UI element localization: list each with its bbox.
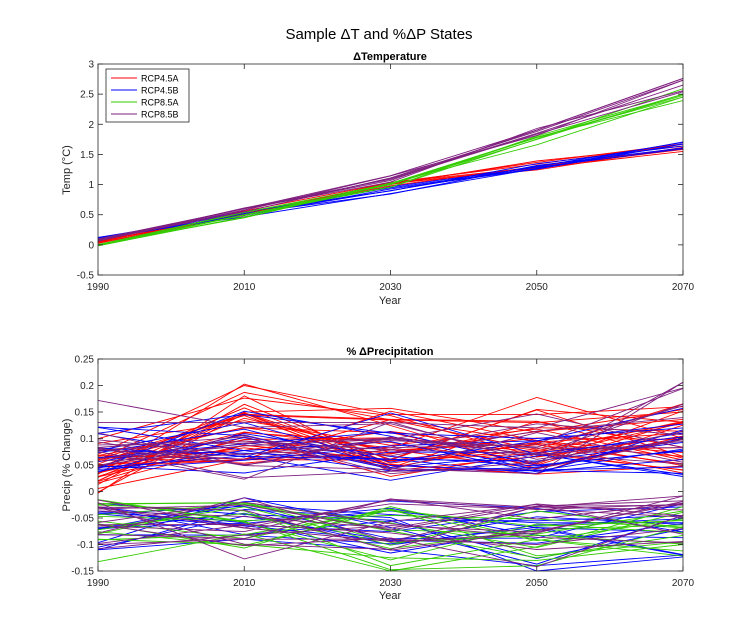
precipitation-x-tick-label: 2070 — [672, 578, 695, 589]
temperature-y-tick-label: 2.5 — [80, 90, 94, 101]
precipitation-series-line — [97, 417, 684, 457]
precipitation-x-tick-label: 1990 — [87, 578, 110, 589]
precipitation-series-line — [97, 503, 684, 545]
precipitation-series-lines — [97, 381, 684, 572]
precipitation-x-tick-label: 2030 — [379, 578, 402, 589]
precipitation-y-ticks: -0.15 -0.1 -0.05 0 0.05 0.1 0.15 0.2 0.25 — [71, 355, 683, 578]
precipitation-xlabel: Year — [379, 590, 402, 602]
precipitation-series-line — [97, 426, 684, 477]
precipitation-series-line — [97, 423, 684, 470]
temperature-y-tick-label: 2 — [88, 120, 94, 131]
precipitation-series-line — [97, 508, 684, 557]
precipitation-x-tick-label: 2010 — [233, 578, 256, 589]
precipitation-series-line — [97, 514, 684, 568]
precipitation-series-line — [97, 515, 684, 548]
precipitation-series-line — [97, 502, 684, 560]
temperature-ylabel: Temp (°C) — [61, 145, 73, 195]
precipitation-y-tick-label: -0.05 — [71, 514, 94, 525]
precipitation-y-tick-label: -0.1 — [77, 540, 95, 551]
legend-label: RCP4.5A — [141, 74, 179, 84]
precipitation-series-line — [97, 431, 684, 475]
precipitation-series-line — [97, 439, 684, 479]
precipitation-series-line — [97, 436, 684, 466]
precipitation-series-line — [98, 387, 684, 429]
precipitation-y-tick-label: 0.25 — [75, 355, 95, 366]
precipitation-series-line — [97, 407, 684, 482]
temperature-x-tick-label: 2010 — [233, 282, 256, 293]
precipitation-y-tick-label: 0.15 — [75, 408, 95, 419]
precipitation-series-line — [97, 441, 684, 462]
precipitation-series-line — [97, 391, 684, 461]
temperature-xlabel: Year — [379, 295, 402, 307]
temperature-y-tick-label: 1 — [88, 180, 94, 191]
temperature-title: ΔTemperature — [353, 51, 427, 63]
precipitation-y-tick-label: 0.1 — [80, 434, 94, 445]
temperature-series-line — [97, 77, 684, 242]
legend-label: RCP8.5A — [141, 98, 179, 108]
precipitation-series-line — [97, 381, 684, 475]
precipitation-series-line — [97, 500, 684, 531]
precipitation-series-line — [97, 407, 684, 463]
precipitation-series-line — [97, 432, 684, 470]
temperature-legend: RCP4.5A RCP4.5B RCP8.5A RCP8.5B — [105, 68, 190, 123]
precipitation-series-line — [97, 499, 684, 529]
temperature-x-tick-label: 2030 — [379, 282, 402, 293]
precipitation-series-line — [97, 503, 684, 559]
precipitation-axes: % ΔPrecipitation 1990 2010 2030 2050 2070 -0… — [61, 346, 695, 602]
precipitation-ylabel: Precip (% Change) — [61, 419, 73, 512]
precipitation-series-line — [97, 509, 684, 572]
temperature-x-tick-label: 2050 — [526, 282, 549, 293]
figure-title: Sample ΔT and %ΔP States — [285, 26, 472, 43]
precipitation-y-tick-label: 0.05 — [75, 461, 95, 472]
temperature-y-tick-label: -0.5 — [77, 271, 95, 282]
precipitation-series-line — [97, 513, 684, 550]
temperature-series-line — [97, 88, 684, 246]
precipitation-x-tick-label: 2050 — [526, 578, 549, 589]
temperature-y-tick-label: 0.5 — [80, 210, 94, 221]
precipitation-series-line — [97, 506, 684, 559]
precipitation-series-line — [97, 410, 684, 471]
precipitation-series-line — [97, 506, 684, 533]
precipitation-series-line — [97, 509, 684, 542]
temperature-x-tick-label: 2070 — [672, 282, 695, 293]
precipitation-series-line — [97, 498, 684, 540]
precipitation-series-line — [97, 428, 684, 474]
temperature-series-line — [97, 95, 684, 245]
temperature-y-ticks: -0.5 0 0.5 1 1.5 2 2.5 3 — [77, 60, 683, 282]
precipitation-y-tick-label: 0 — [88, 487, 94, 498]
precipitation-series-line — [97, 501, 684, 544]
precipitation-x-ticks: 1990 2010 2030 2050 2070 — [87, 359, 695, 589]
temperature-y-tick-label: 0 — [88, 240, 94, 251]
temperature-series-lines — [97, 77, 684, 247]
precipitation-series-line — [97, 501, 684, 550]
precipitation-y-tick-label: 0.2 — [80, 381, 94, 392]
temperature-y-tick-label: 1.5 — [80, 150, 94, 161]
precipitation-series-line — [97, 399, 684, 460]
temperature-axes: ΔTemperature 1990 2010 2030 2050 2070 -0.5 0 0… — [61, 51, 695, 307]
legend-label: RCP4.5B — [141, 86, 179, 96]
precipitation-series-line — [97, 433, 684, 473]
precipitation-y-tick-label: -0.15 — [71, 567, 94, 578]
precipitation-series-line — [97, 523, 684, 550]
precipitation-series-line — [97, 403, 684, 460]
temperature-x-tick-label: 1990 — [87, 282, 110, 293]
temperature-series-line — [97, 79, 684, 241]
precipitation-series-line — [97, 385, 684, 455]
temperature-x-ticks: 1990 2010 2030 2050 2070 — [87, 64, 695, 293]
precipitation-series-line — [97, 410, 684, 468]
precipitation-series-line — [97, 381, 684, 480]
precipitation-series-line — [97, 504, 684, 550]
precipitation-series-line — [97, 501, 684, 545]
precipitation-series-line — [97, 407, 684, 474]
temperature-y-tick-label: 3 — [88, 60, 94, 71]
precipitation-title: % ΔPrecipitation — [347, 346, 434, 358]
precipitation-series-line — [97, 405, 684, 460]
precipitation-series-line — [97, 502, 684, 522]
legend-label: RCP8.5B — [141, 110, 179, 120]
precipitation-series-line — [97, 495, 684, 543]
